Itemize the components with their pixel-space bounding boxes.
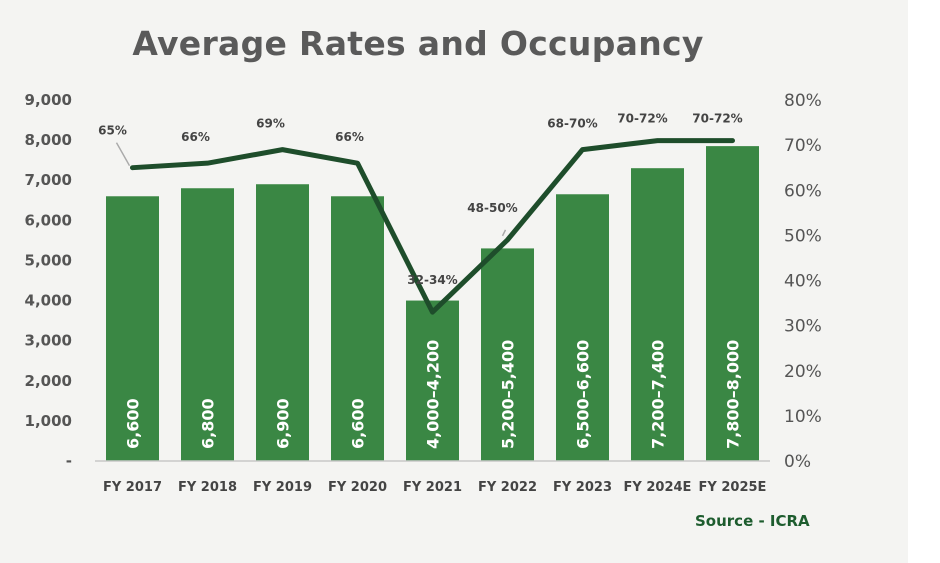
y-left-tick-label: 6,000 bbox=[25, 211, 72, 229]
bar-value-label: 6,600 bbox=[124, 398, 143, 449]
chart-title: Average Rates and Occupancy bbox=[132, 24, 704, 63]
x-tick-label: FY 2022 bbox=[478, 480, 537, 495]
y-right-tick-label: 80% bbox=[784, 91, 822, 111]
y-left-tick-label: 7,000 bbox=[25, 171, 72, 189]
y-left-tick-label: 8,000 bbox=[25, 131, 72, 149]
y-left-tick-label: 4,000 bbox=[25, 292, 72, 310]
y-right-tick-label: 40% bbox=[784, 272, 822, 292]
bar-value-label: 6,600 bbox=[349, 398, 368, 449]
x-tick-label: FY 2017 bbox=[103, 480, 162, 495]
y-left-tick-label: 9,000 bbox=[25, 91, 72, 109]
bar bbox=[331, 196, 384, 461]
x-tick-label: FY 2021 bbox=[403, 480, 462, 495]
x-tick-label: FY 2019 bbox=[253, 480, 312, 495]
x-tick-label: FY 2018 bbox=[178, 480, 237, 495]
occupancy-point-label: 32-34% bbox=[407, 273, 457, 287]
bar-value-label: 4,000–4,200 bbox=[424, 340, 443, 449]
bar-value-label: 5,200–5,400 bbox=[499, 340, 518, 449]
y-right-tick-label: 70% bbox=[784, 136, 822, 156]
occupancy-point-label: 66% bbox=[335, 130, 364, 144]
bar bbox=[706, 146, 759, 461]
occupancy-line bbox=[130, 138, 735, 315]
occupancy-point-label: 66% bbox=[181, 130, 210, 144]
x-tick-label: FY 2024E bbox=[624, 480, 692, 495]
x-tick-label: FY 2025E bbox=[699, 480, 767, 495]
source-note: Source - ICRA bbox=[695, 512, 810, 530]
y-right-tick-label: 30% bbox=[784, 317, 822, 337]
bar bbox=[556, 194, 609, 461]
occupancy-point-label: 65% bbox=[98, 124, 127, 138]
label-leader-line bbox=[501, 229, 507, 237]
occupancy-point-label: 69% bbox=[256, 117, 285, 131]
y-left-tick-label: 1,000 bbox=[25, 412, 72, 430]
bar bbox=[631, 168, 684, 461]
occupancy-point-label: 70-72% bbox=[692, 112, 742, 126]
occupancy-point-label: 48-50% bbox=[467, 201, 517, 215]
bar-value-label: 7,200–7,400 bbox=[649, 340, 668, 449]
bar-value-label: 6,500–6,600 bbox=[574, 340, 593, 449]
bar bbox=[181, 188, 234, 461]
bar-value-label: 7,800–8,000 bbox=[724, 340, 743, 449]
y-left-tick-label: 3,000 bbox=[25, 332, 72, 350]
x-tick-label: FY 2020 bbox=[328, 480, 387, 495]
y-right-tick-label: 0% bbox=[784, 452, 811, 472]
y-right-tick-label: 50% bbox=[784, 226, 822, 246]
y-right-tick-label: 60% bbox=[784, 181, 822, 201]
x-tick-label: FY 2023 bbox=[553, 480, 612, 495]
y-right-tick-label: 20% bbox=[784, 362, 822, 382]
bar-value-label: 6,800 bbox=[199, 398, 218, 449]
occupancy-point-label: 68-70% bbox=[547, 117, 597, 131]
bar bbox=[481, 248, 534, 461]
occupancy-point-label: 70-72% bbox=[617, 112, 667, 126]
bar bbox=[406, 300, 459, 461]
y-left-tick-label: 2,000 bbox=[25, 372, 72, 390]
y-left-tick-label: - bbox=[66, 452, 72, 470]
bar-value-label: 6,900 bbox=[274, 398, 293, 449]
label-leader-line bbox=[115, 142, 131, 167]
bar bbox=[106, 196, 159, 461]
y-right-tick-label: 10% bbox=[784, 407, 822, 427]
bar bbox=[256, 184, 309, 461]
y-left-tick-label: 5,000 bbox=[25, 251, 72, 269]
